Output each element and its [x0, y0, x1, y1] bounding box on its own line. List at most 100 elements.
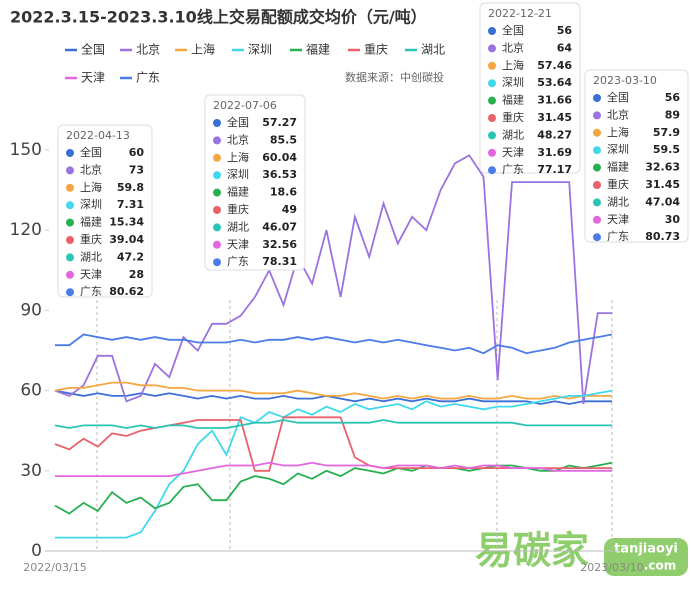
tooltip-name: 深圳	[607, 143, 629, 156]
tooltip-box	[584, 69, 689, 243]
tooltip-name: 重庆	[80, 232, 102, 246]
tooltip-name: 广东	[502, 163, 524, 176]
tooltip: 2022-12-21 全国 56 北京 64 上海 57.46 深圳 53.64 福建 31.66 重…	[479, 2, 581, 176]
tooltip-dot	[66, 253, 74, 262]
tooltip-dot	[213, 153, 221, 162]
tooltip-name: 全国	[502, 23, 524, 37]
tooltip-value: 39.04	[109, 233, 144, 246]
series-line	[54, 381, 612, 400]
tooltip-name: 北京	[227, 132, 249, 146]
tooltip-value: 47.2	[117, 250, 144, 263]
tooltip-dot	[66, 270, 74, 279]
tooltip-dot	[488, 27, 496, 35]
tooltip-name: 上海	[227, 150, 249, 164]
tooltip-date: 2022-04-13	[66, 129, 130, 142]
tooltip-value: 80.62	[109, 285, 144, 298]
tooltip-value: 46.07	[262, 220, 297, 233]
legend-label: 深圳	[248, 43, 272, 57]
tooltip-date: 2022-07-06	[213, 99, 277, 112]
tooltip-name: 重庆	[607, 177, 629, 191]
legend-label: 湖北	[421, 42, 445, 57]
tooltip-dot	[593, 163, 601, 172]
tooltip-dot	[593, 198, 601, 207]
tooltip-dot	[66, 218, 74, 227]
tooltip-value: 56	[665, 91, 681, 104]
tooltip-name: 北京	[607, 107, 629, 121]
tooltip-value: 64	[557, 41, 573, 54]
tooltip-dot	[488, 131, 496, 140]
tooltip-name: 全国	[607, 90, 629, 104]
tooltip-name: 湖北	[227, 220, 249, 233]
tooltip-name: 天津	[607, 213, 629, 226]
series-line	[55, 461, 612, 477]
watermark-box	[604, 538, 688, 576]
tooltip-value: 57.27	[262, 116, 297, 129]
tooltip-value: 57.9	[653, 126, 680, 139]
tooltip-value: 80.73	[645, 230, 680, 243]
tooltip-dot	[593, 128, 601, 137]
tooltip-dot	[593, 181, 601, 189]
tooltip-name: 上海	[80, 180, 102, 194]
tooltip-value: 18.6	[270, 186, 297, 199]
tooltip-dot	[213, 206, 221, 214]
tooltip-value: 48.27	[537, 128, 572, 141]
tooltip-name: 深圳	[227, 168, 249, 181]
tooltip-value: 78.31	[262, 255, 297, 268]
tooltip-value: 28	[129, 268, 144, 281]
tooltip-value: 31.66	[537, 94, 572, 107]
tooltip-dot	[66, 183, 74, 192]
tooltip-value: 32.63	[645, 161, 680, 174]
tooltip-name: 福建	[227, 185, 249, 199]
tooltip-name: 广东	[80, 285, 102, 298]
tooltip-value: 47.04	[645, 195, 680, 208]
tooltip-name: 全国	[80, 145, 102, 159]
tooltip-name: 天津	[80, 268, 102, 281]
tooltip-dot	[488, 79, 496, 88]
tooltip-value: 7.31	[117, 198, 144, 211]
tooltip-name: 重庆	[227, 202, 249, 216]
x-tick-label: 2023/03/10	[580, 561, 643, 574]
tooltip-name: 北京	[80, 162, 102, 176]
tooltip-value: 53.64	[537, 76, 572, 89]
tooltip-dot	[66, 288, 74, 297]
tooltip-value: 36.53	[262, 168, 297, 181]
tooltip: 2023-03-10 全国 56 北京 89 上海 57.9 深圳 59.5 福建 32.63 重庆 3…	[584, 69, 689, 243]
tooltip-value: 57.46	[537, 59, 572, 72]
tooltip: 2022-04-13 全国 60 北京 73 上海 59.8 深圳 7.31 福建 15.34 重庆 3…	[57, 124, 153, 298]
tooltip-value: 89	[665, 108, 680, 121]
series-line	[54, 154, 612, 405]
tooltip-dot	[66, 166, 74, 175]
tooltip-dot	[66, 236, 74, 244]
tooltip-name: 福建	[502, 93, 524, 107]
tooltip-dot	[488, 166, 496, 175]
y-tick-label: 90	[20, 300, 42, 320]
legend-label: 广东	[136, 71, 160, 85]
tooltip-value: 31.45	[645, 178, 680, 191]
tooltip-value: 31.45	[537, 111, 572, 124]
tooltip-value: 59.8	[117, 181, 144, 194]
tooltip-name: 北京	[502, 40, 524, 54]
tooltip-value: 60	[129, 146, 145, 159]
tooltip-date: 2022-12-21	[488, 7, 552, 20]
tooltip-dot	[213, 171, 221, 180]
legend-label: 全国	[81, 42, 105, 57]
y-tick-label: 150	[10, 140, 42, 160]
series-line	[54, 389, 612, 405]
y-tick-label: 60	[20, 381, 42, 401]
tooltip-name: 湖北	[607, 195, 629, 208]
tooltip-dot	[593, 111, 601, 120]
tooltip-box	[479, 2, 581, 174]
series-line	[54, 461, 613, 515]
tooltip-name: 深圳	[80, 198, 102, 211]
x-tick-label: 2022/03/15	[23, 561, 86, 574]
tooltip-value: 31.69	[537, 146, 572, 159]
tooltip-dot	[213, 240, 221, 249]
legend-label: 北京	[136, 43, 160, 57]
tooltip-date: 2023-03-10	[593, 74, 657, 87]
tooltip-value: 60.04	[262, 151, 297, 164]
tooltip-name: 广东	[227, 255, 249, 268]
legend-label: 福建	[306, 42, 330, 57]
y-tick-label: 120	[10, 220, 42, 240]
tooltip-value: 56	[557, 24, 573, 37]
tooltip-name: 天津	[502, 146, 524, 159]
